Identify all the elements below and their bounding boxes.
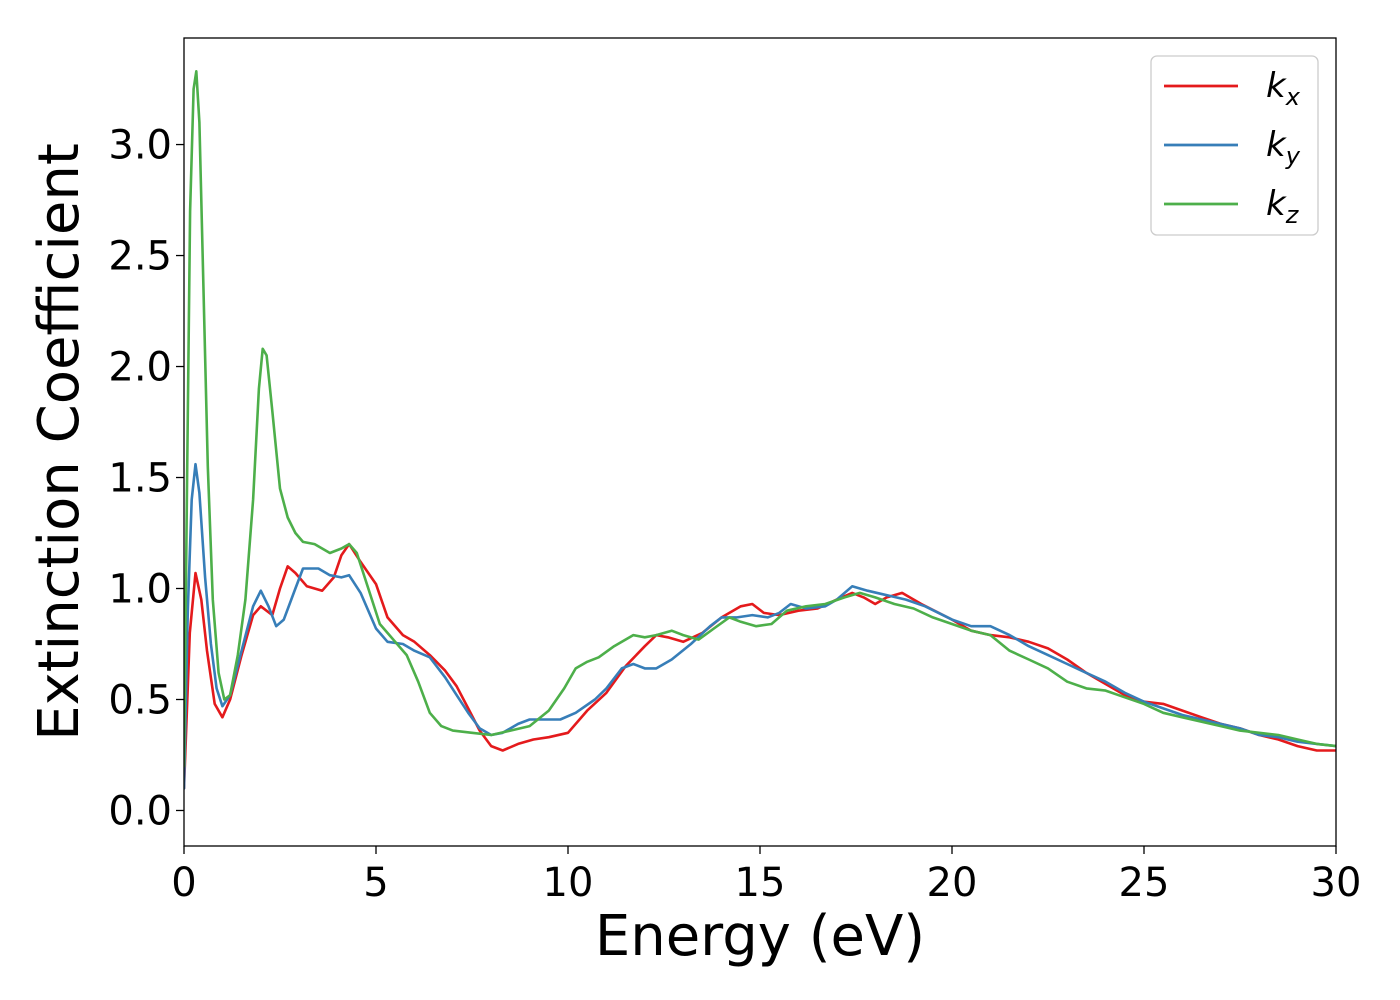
y-axis-label: Extinction Coefficient <box>27 143 92 741</box>
y-tick-label: 2.0 <box>108 345 172 391</box>
x-tick-label: 25 <box>1119 860 1170 906</box>
legend-label-kz: kz <box>1266 184 1300 229</box>
x-tick-label: 30 <box>1311 860 1362 906</box>
x-axis-label: Energy (eV) <box>595 904 925 969</box>
series-layer <box>184 70 1336 790</box>
y-tick-label: 1.5 <box>108 456 172 502</box>
y-tick-label: 2.5 <box>108 234 172 280</box>
y-tick-label: 1.0 <box>108 567 172 613</box>
series-line-ky <box>184 462 1336 790</box>
series-line-kx <box>184 542 1336 790</box>
y-tick-label: 0.0 <box>108 788 172 834</box>
y-tick-label: 3.0 <box>108 123 172 169</box>
x-axis-ticks: 0 5 10 15 20 25 30 <box>171 846 1361 906</box>
x-tick-label: 15 <box>735 860 786 906</box>
x-tick-label: 5 <box>363 860 388 906</box>
y-tick-label: 0.5 <box>108 677 172 723</box>
x-tick-label: 0 <box>171 860 196 906</box>
x-tick-label: 10 <box>543 860 594 906</box>
x-tick-label: 20 <box>927 860 978 906</box>
series-line-kz <box>184 70 1336 768</box>
y-axis-ticks: 0.0 0.5 1.0 1.5 2.0 2.5 3.0 <box>108 123 184 834</box>
